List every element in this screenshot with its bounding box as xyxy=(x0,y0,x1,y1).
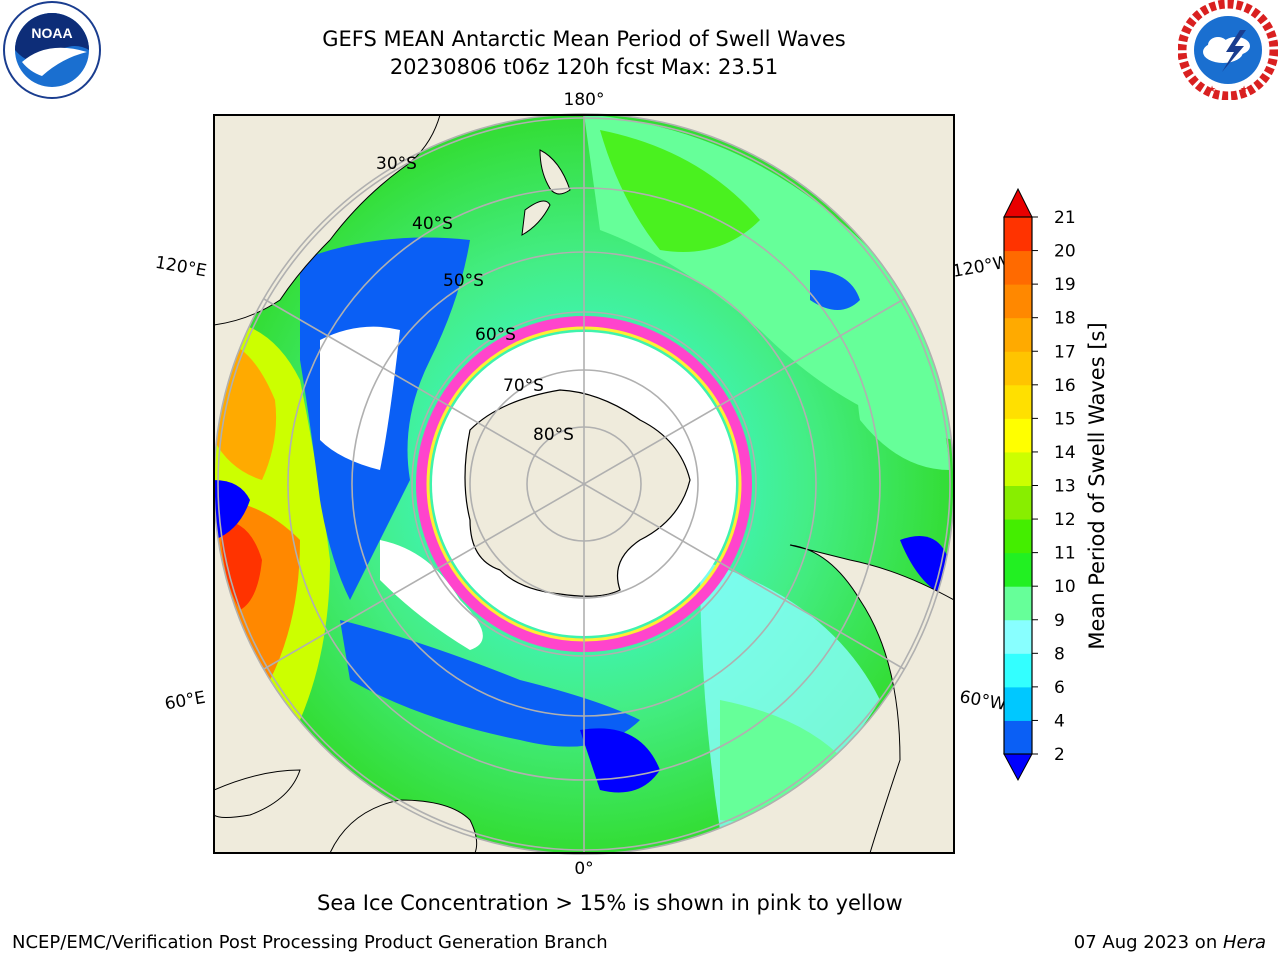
lat-label-80s: 80°S xyxy=(533,425,574,445)
antarctica-landmass xyxy=(464,389,691,597)
colorbar-tick-label: 17 xyxy=(1054,342,1076,362)
colorbar-segment xyxy=(1004,384,1032,419)
colorbar-tick-label: 2 xyxy=(1054,745,1065,765)
colorbar-segment xyxy=(1004,686,1032,721)
colorbar-tick-label: 19 xyxy=(1054,275,1076,295)
madagascar-landmass xyxy=(214,769,301,818)
colorbar-tick-label: 6 xyxy=(1054,678,1065,698)
lon-label-180: 180° xyxy=(564,90,605,110)
australia-landmass xyxy=(214,115,441,326)
colorbar-segment xyxy=(1004,653,1032,688)
colorbar-tick-label: 16 xyxy=(1054,376,1076,396)
lon-label-120w: 120°W xyxy=(951,252,1012,282)
lon-label-60e: 60°E xyxy=(163,688,207,715)
colorbar-segment xyxy=(1004,250,1032,285)
colorbar-segment xyxy=(1004,418,1032,453)
sea-ice-caption: Sea Ice Concentration > 15% is shown in … xyxy=(317,891,903,915)
nws-logo: ★ ★ xyxy=(1178,0,1278,100)
noaa-logo-text: NOAA xyxy=(31,25,72,41)
colorbar-tick-label: 4 xyxy=(1054,711,1065,731)
colorbar-segment xyxy=(1004,284,1032,319)
colorbar-tick-label: 11 xyxy=(1054,544,1076,564)
south-america-landmass xyxy=(789,544,954,853)
colorbar-segment xyxy=(1004,217,1032,252)
lat-label-50s: 50°S xyxy=(443,271,484,291)
map-subtitle: 20230806 t06z 120h fcst Max: 23.51 xyxy=(389,55,779,79)
colorbar-tick-label: 14 xyxy=(1054,443,1076,463)
colorbar-label: Mean Period of Swell Waves [s] xyxy=(1085,322,1109,649)
lat-label-40s: 40°S xyxy=(412,214,453,234)
colorbar-tick-label: 15 xyxy=(1054,409,1076,429)
footer-date: 07 Aug 2023 on xyxy=(1073,932,1223,953)
colorbar-tick-label: 10 xyxy=(1054,577,1076,597)
footer-left: NCEP/EMC/Verification Post Processing Pr… xyxy=(12,932,608,953)
footer-right: 07 Aug 2023 on Hera xyxy=(1074,932,1266,953)
colorbar-segment xyxy=(1004,720,1032,755)
colorbar-tick-label: 8 xyxy=(1054,644,1065,664)
colorbar-tick-label: 18 xyxy=(1054,309,1076,329)
lon-label-60w: 60°W xyxy=(958,687,1008,715)
svg-text:★: ★ xyxy=(1240,85,1248,95)
colorbar-tick-label: 12 xyxy=(1054,510,1076,530)
colorbar-tick-label: 20 xyxy=(1054,242,1076,262)
map-frame xyxy=(213,114,955,854)
lat-label-30s: 30°S xyxy=(376,154,417,174)
colorbar-tick-label: 13 xyxy=(1054,477,1076,497)
colorbar-segment xyxy=(1004,451,1032,486)
lon-label-0: 0° xyxy=(574,859,593,879)
africa-landmass xyxy=(329,799,478,853)
colorbar-tick-label: 21 xyxy=(1054,208,1076,228)
map-title: GEFS MEAN Antarctic Mean Period of Swell… xyxy=(322,27,846,51)
colorbar-under-arrow xyxy=(1003,753,1033,782)
colorbar-over-arrow xyxy=(1003,187,1033,218)
colorbar-segment xyxy=(1004,619,1032,654)
colorbar-segment xyxy=(1004,552,1032,587)
svg-text:★: ★ xyxy=(1208,85,1216,95)
lat-label-60s: 60°S xyxy=(475,325,516,345)
colorbar-segment xyxy=(1004,317,1032,352)
colorbar-tick-label: 9 xyxy=(1054,611,1065,631)
colorbar-segment xyxy=(1004,351,1032,386)
noaa-logo: NOAA xyxy=(3,1,101,99)
footer-machine: Hera xyxy=(1222,932,1266,953)
colorbar-segment xyxy=(1004,519,1032,554)
graticule xyxy=(217,115,951,853)
colorbar: 2 4 6 8 9 10 11 12 13 14 15 16 17 18 19 20 21 xyxy=(1003,187,1076,782)
lat-label-70s: 70°S xyxy=(503,376,544,396)
colorbar-segment xyxy=(1004,485,1032,520)
lon-label-120e: 120°E xyxy=(154,253,208,282)
colorbar-segment xyxy=(1004,586,1032,621)
new-zealand-landmass xyxy=(539,149,571,195)
